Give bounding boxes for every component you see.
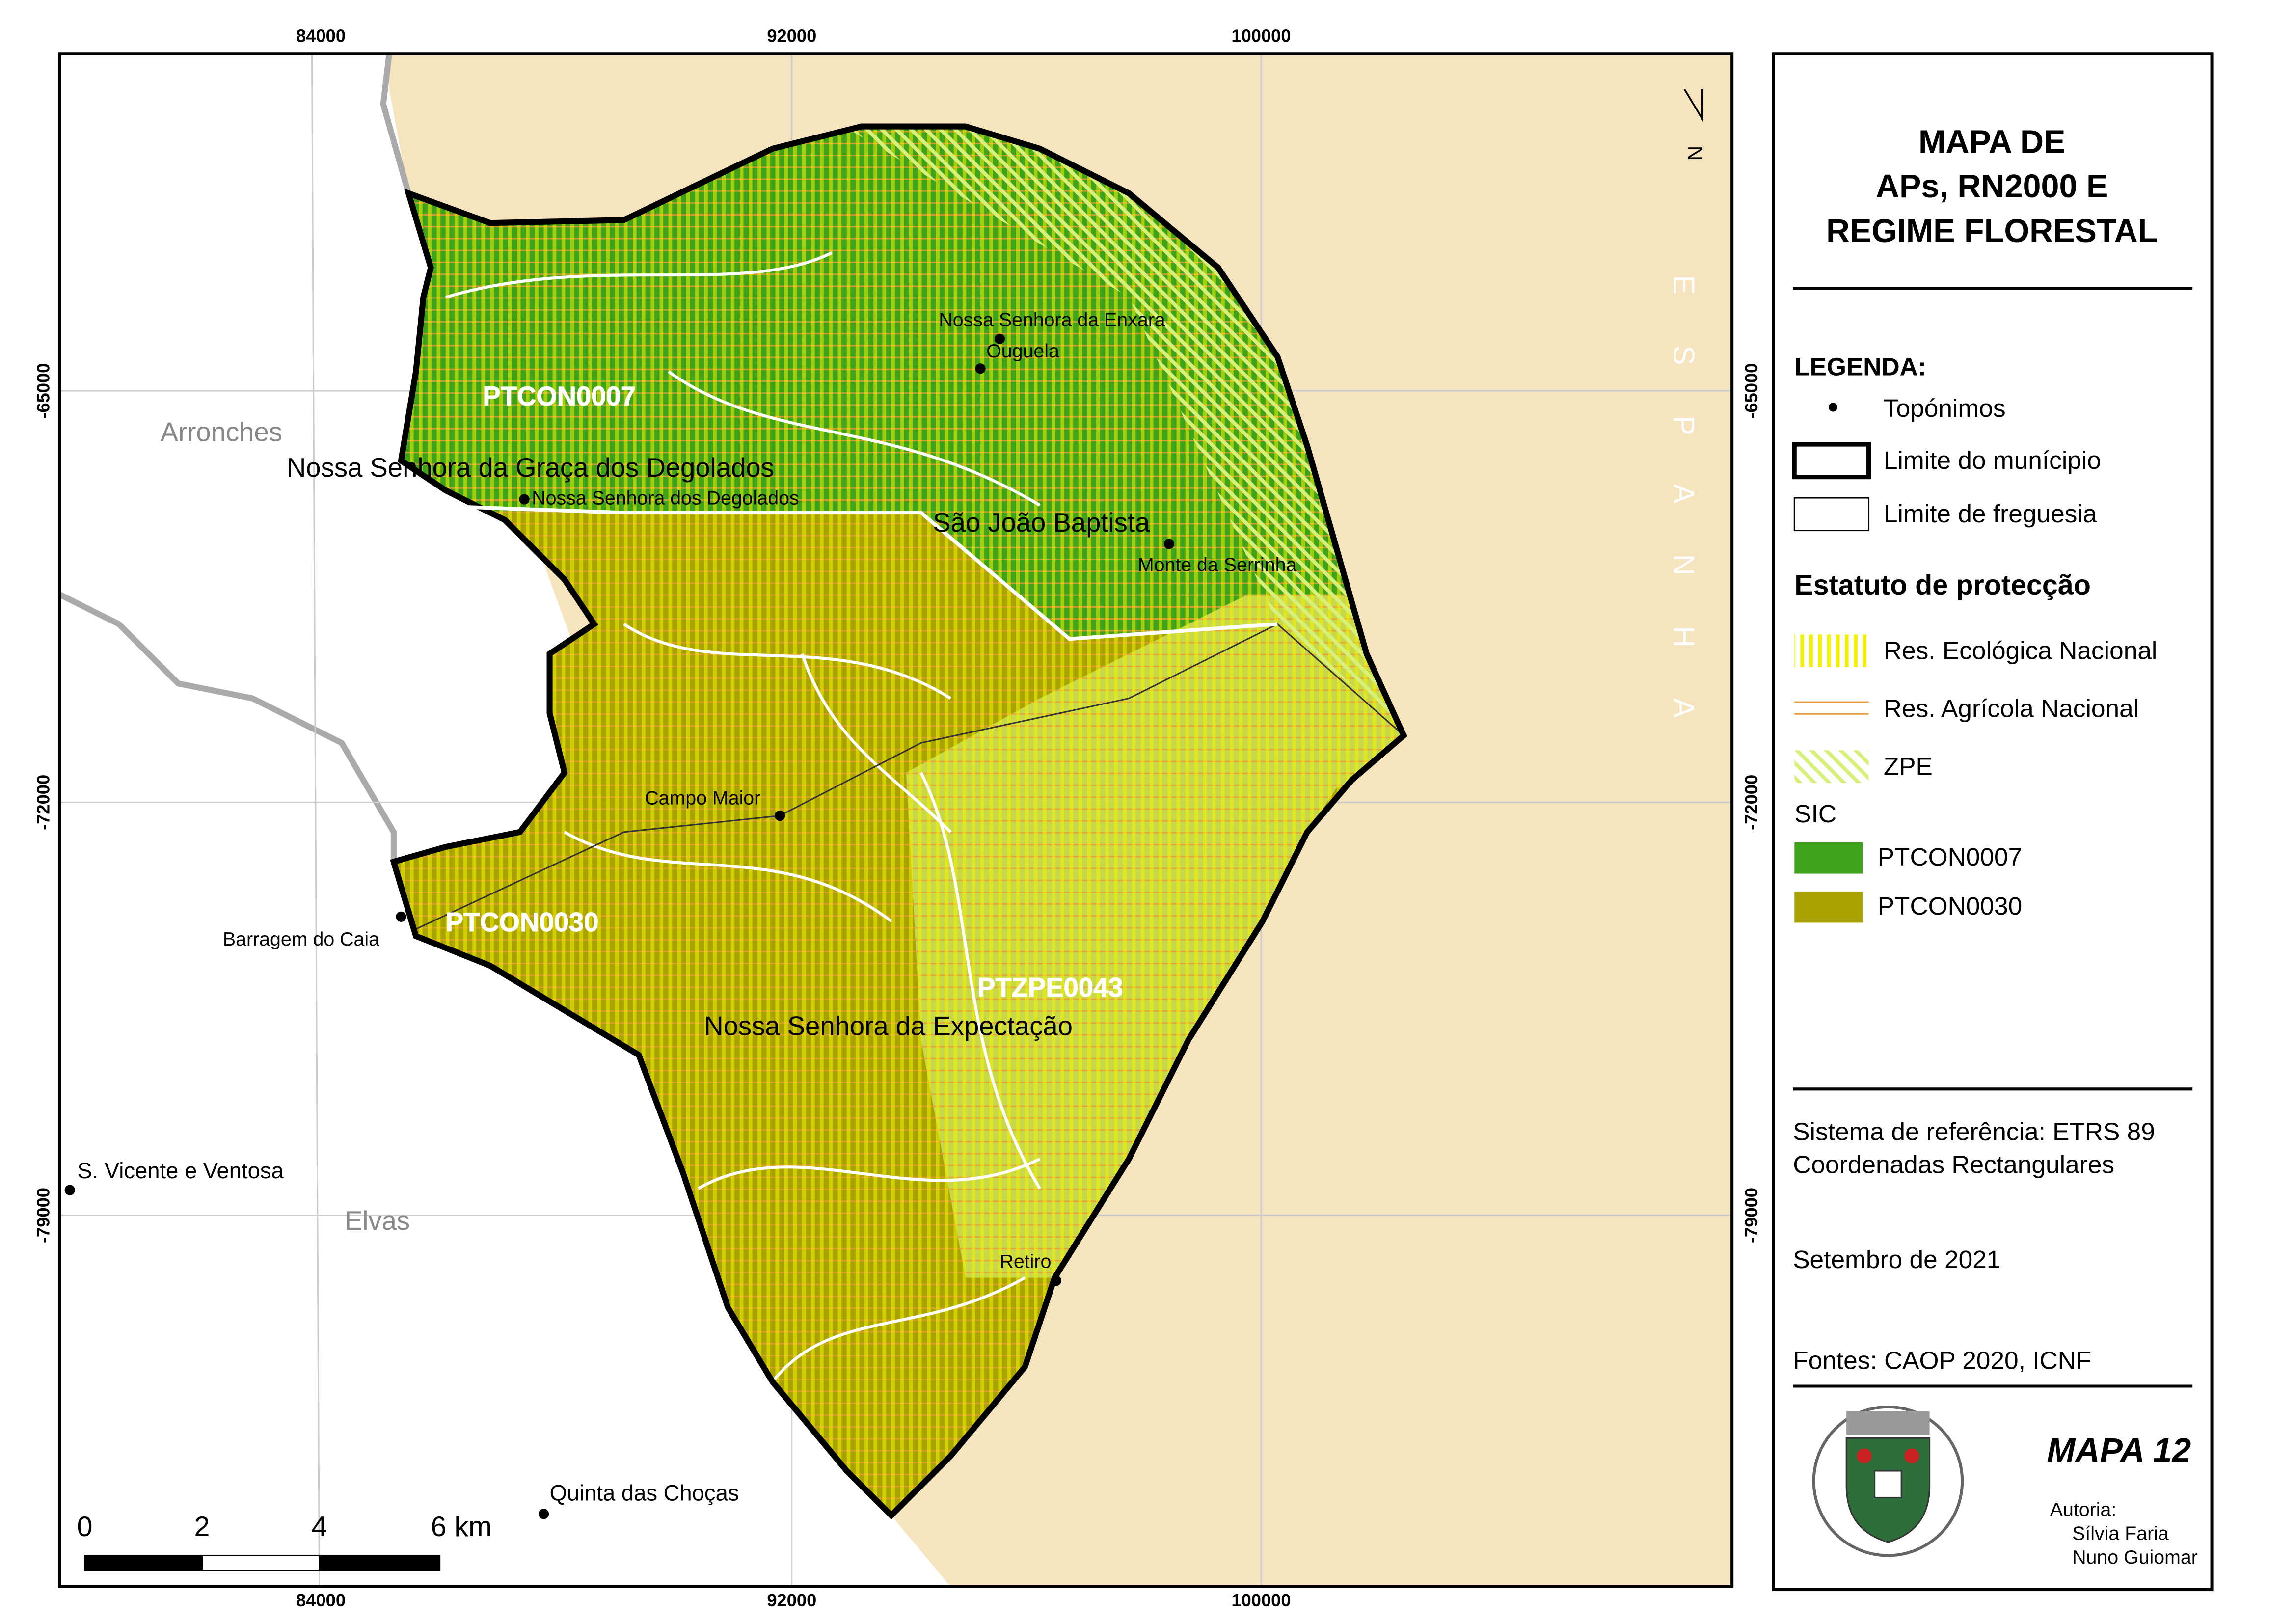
grid-label: -79000 [33,1188,53,1243]
legend-label: Limite de freguesia [1884,499,2097,528]
legend-symbol [1794,750,1869,783]
title: REGIME FLORESTAL [1826,213,2158,249]
grid-label: -65000 [1741,363,1761,419]
neighbor-boundary [59,54,411,862]
grid-label: 84000 [296,26,346,46]
legend-symbol [1794,842,1863,874]
place-dot [538,1509,549,1519]
info-text: Sistema de referência: ETRS 89 [1793,1117,2155,1146]
grid-label: 84000 [296,1590,346,1610]
scale-bar [201,1554,321,1571]
author: Nuno Guiomar [2072,1546,2198,1568]
place-label: Nossa Senhora dos Degolados [532,487,799,509]
legend-label: Res. Agrícola Nacional [1884,694,2139,722]
north-arrow [1683,88,1703,122]
grid-label: 92000 [767,26,816,46]
place-dot [775,810,785,821]
grid-label: -79000 [1741,1188,1761,1243]
grid-label: -72000 [1741,775,1761,830]
map-number: MAPA 12 [2047,1431,2191,1469]
place-dot [64,1185,75,1195]
grid-label: 92000 [767,1590,816,1610]
place-label: Retiro [999,1251,1051,1272]
scale-label: 0 [77,1511,92,1543]
site-label: PTCON0007 [483,381,636,411]
place-dot [1163,539,1174,549]
legend-symbol [1828,403,1838,412]
grid-label: -65000 [33,363,53,419]
site-label: PTZPE0043 [977,973,1123,1002]
title: APs, RN2000 E [1876,168,2108,205]
municipality-boundary [390,123,1407,1520]
legend-section: SIC [1794,799,1836,828]
legend-label: Limite do munícipio [1884,446,2101,474]
neighbor-label: Elvas [345,1206,410,1236]
parish-label: Nossa Senhora da Graça dos Degolados [287,453,774,483]
scale-label: 2 [194,1511,210,1543]
scale-bar [319,1554,441,1571]
info-text: Setembro de 2021 [1793,1245,2000,1273]
grid-label: 100000 [1231,1590,1291,1610]
parish-label: São João Baptista [933,508,1150,538]
place-label: Campo Maior [645,787,760,809]
legend-symbol [1794,634,1869,667]
parish-boundary [416,503,1278,641]
grid-label: -72000 [33,775,53,830]
legend-symbol [1792,442,1871,480]
scale-label: 4 [312,1511,327,1543]
site-label: PTCON0030 [446,907,599,937]
parish-label: Nossa Senhora da Expectação [704,1011,1073,1041]
legend-label: Topónimos [1884,394,2006,422]
legend-symbol [1793,497,1870,532]
authorship: Autoria: [2050,1499,2117,1520]
place-dot [994,333,1005,344]
legend-section: Estatuto de protecção [1794,569,2091,601]
scale-label: 6 km [431,1511,492,1543]
legend-symbol [1794,692,1869,725]
info-text: Fontes: CAOP 2020, ICNF [1793,1346,2091,1375]
legend-title: LEGENDA: [1794,352,1926,380]
legend-symbol [1794,891,1863,923]
place-label: Quinta das Choças [550,1480,739,1505]
scale-bar [83,1554,203,1571]
place-label: Nossa Senhora da Enxara [939,309,1165,330]
title: MAPA DE [1918,124,2065,160]
legend-label: ZPE [1884,752,1933,780]
map-frame [58,52,1734,1589]
grid-label: 100000 [1231,26,1291,46]
coat-of-arms [1812,1405,1964,1557]
place-dot [396,911,406,922]
legend-label: PTCON0030 [1878,892,2022,920]
legend-panel [1772,52,2214,1592]
place-dot [975,363,986,374]
author: Sílvia Faria [2072,1522,2169,1544]
place-label: Ouguela [986,340,1059,362]
place-dot [519,494,530,505]
north-label: N [1683,146,1706,161]
info-text: Coordenadas Rectangulares [1793,1150,2114,1178]
place-label: Barragem do Caia [223,928,379,950]
place-label: Monte da Serrinha [1138,554,1297,576]
place-dot [1051,1275,1061,1286]
legend-label: Res. Ecológica Nacional [1884,636,2158,664]
places: Nossa Senhora da Enxara Ouguela Nossa Senh… [64,309,1297,1519]
place-label: S. Vicente e Ventosa [77,1158,284,1183]
country-label: ESPANHA [1667,275,1701,768]
neighbor-label: Arronches [161,417,282,447]
map-body [59,54,1732,1587]
legend-label: PTCON0007 [1878,842,2022,871]
